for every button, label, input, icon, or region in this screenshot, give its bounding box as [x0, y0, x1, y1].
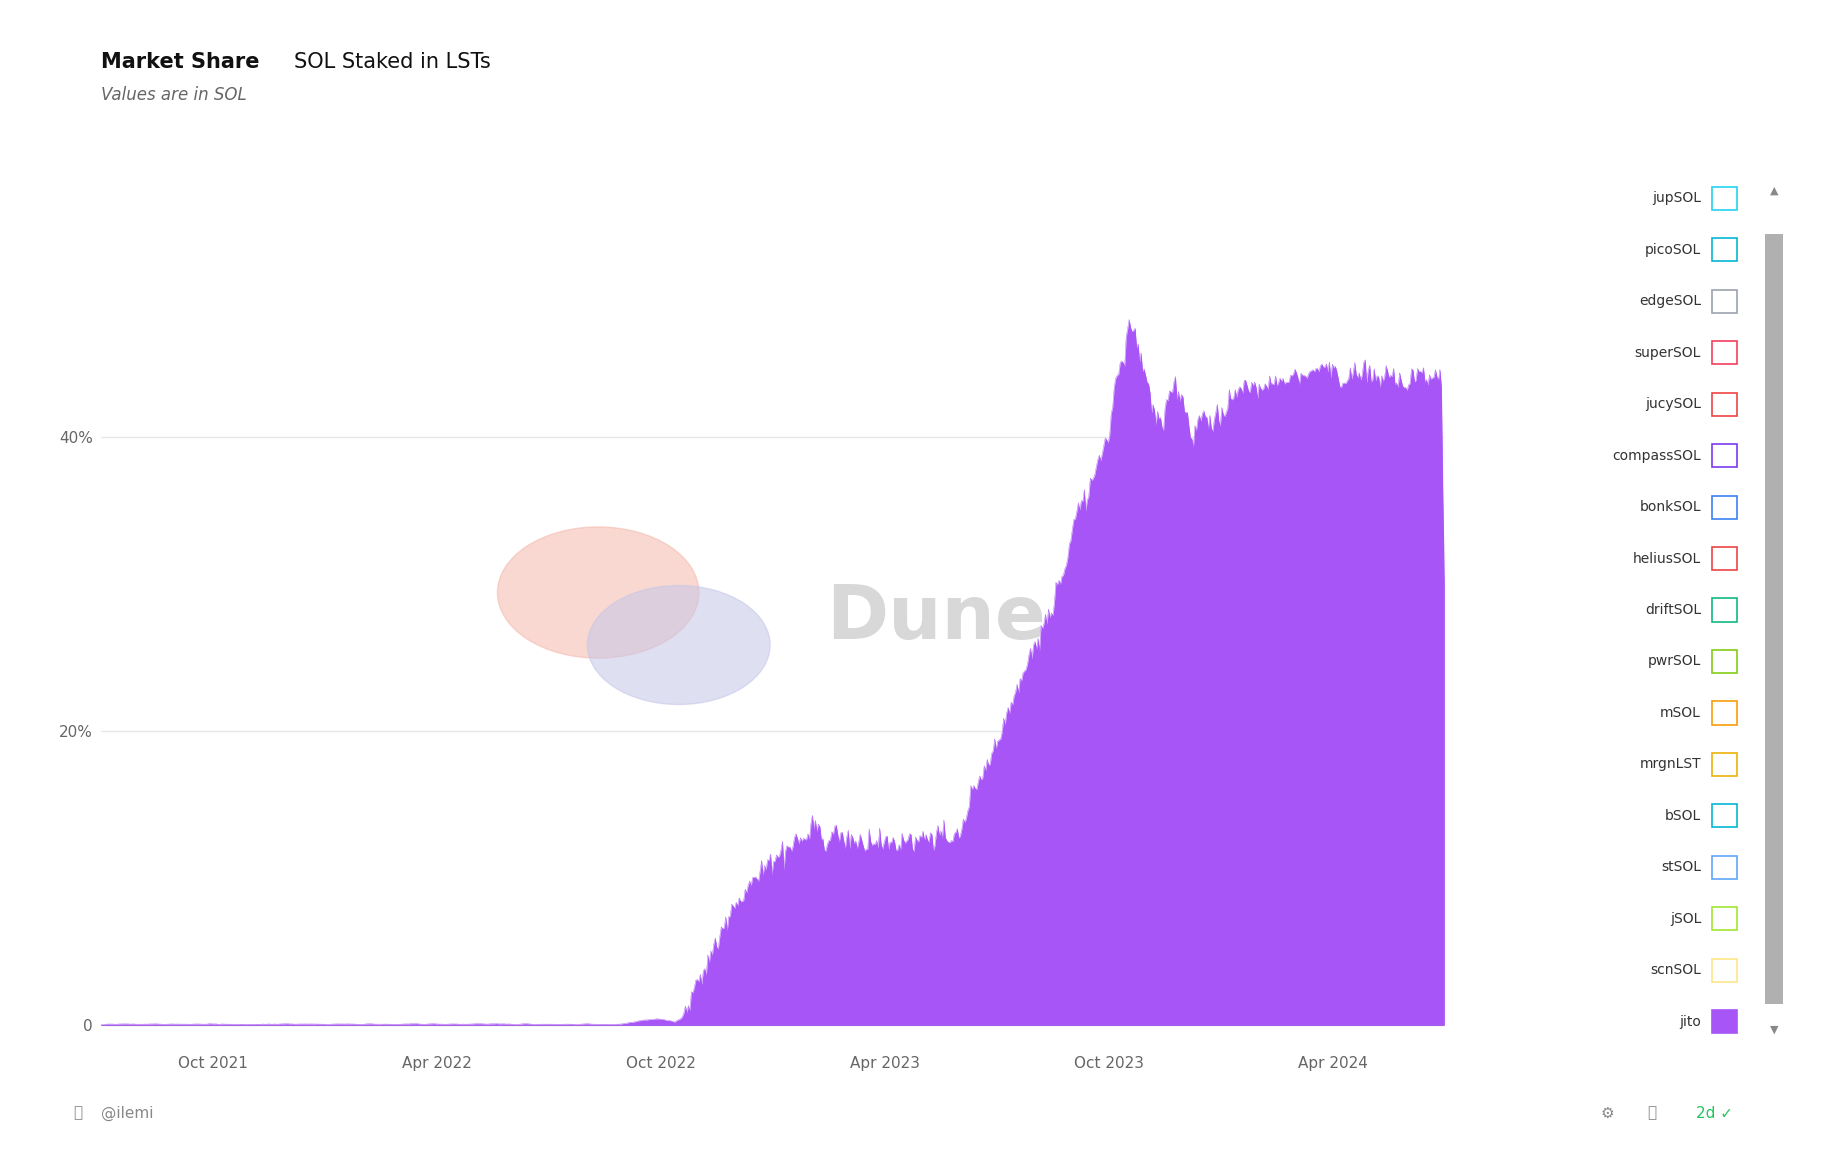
Text: jupSOL: jupSOL — [1651, 191, 1701, 205]
Text: edgeSOL: edgeSOL — [1639, 295, 1701, 308]
Bar — [1712, 290, 1736, 313]
Bar — [1712, 650, 1736, 673]
Text: SOL Staked in LSTs: SOL Staked in LSTs — [294, 52, 491, 71]
Bar — [1712, 444, 1736, 467]
Text: pwrSOL: pwrSOL — [1646, 655, 1701, 669]
Bar — [1712, 907, 1736, 930]
Text: Values are in SOL: Values are in SOL — [101, 86, 246, 105]
Bar — [1712, 496, 1736, 519]
Bar — [1712, 392, 1736, 416]
Text: compassSOL: compassSOL — [1611, 449, 1701, 463]
Text: jucySOL: jucySOL — [1644, 397, 1701, 411]
Circle shape — [587, 586, 771, 704]
Text: heliusSOL: heliusSOL — [1631, 551, 1701, 565]
Bar — [1712, 1011, 1736, 1034]
Text: ⚙: ⚙ — [1600, 1105, 1613, 1121]
Bar — [1712, 753, 1736, 776]
Text: ▼: ▼ — [1769, 1024, 1776, 1035]
Text: picoSOL: picoSOL — [1644, 243, 1701, 257]
Text: bSOL: bSOL — [1664, 809, 1701, 823]
Text: 🐦: 🐦 — [74, 1105, 83, 1121]
Text: scnSOL: scnSOL — [1650, 963, 1701, 977]
Bar — [1712, 855, 1736, 879]
Bar — [1712, 599, 1736, 622]
Text: bonkSOL: bonkSOL — [1639, 501, 1701, 514]
Text: driftSOL: driftSOL — [1644, 603, 1701, 617]
Text: 📷: 📷 — [1646, 1105, 1655, 1121]
Bar — [1712, 959, 1736, 982]
Text: jito: jito — [1679, 1015, 1701, 1029]
Text: Dune: Dune — [826, 582, 1046, 655]
Text: jSOL: jSOL — [1668, 912, 1701, 925]
Bar — [1712, 805, 1736, 828]
Bar — [1712, 701, 1736, 724]
Bar — [1712, 341, 1736, 365]
Bar — [1712, 547, 1736, 570]
Text: ▲: ▲ — [1769, 185, 1776, 196]
Text: superSOL: superSOL — [1633, 345, 1701, 360]
Bar — [1712, 186, 1736, 209]
Text: mSOL: mSOL — [1659, 706, 1701, 719]
Text: stSOL: stSOL — [1661, 860, 1701, 875]
Text: @ilemi: @ilemi — [101, 1105, 154, 1121]
Text: mrgnLST: mrgnLST — [1639, 757, 1701, 771]
Bar — [1764, 234, 1782, 1004]
Text: 2d ✓: 2d ✓ — [1696, 1105, 1732, 1121]
Text: Market Share: Market Share — [101, 52, 259, 71]
Circle shape — [497, 527, 699, 658]
Bar — [1712, 238, 1736, 261]
